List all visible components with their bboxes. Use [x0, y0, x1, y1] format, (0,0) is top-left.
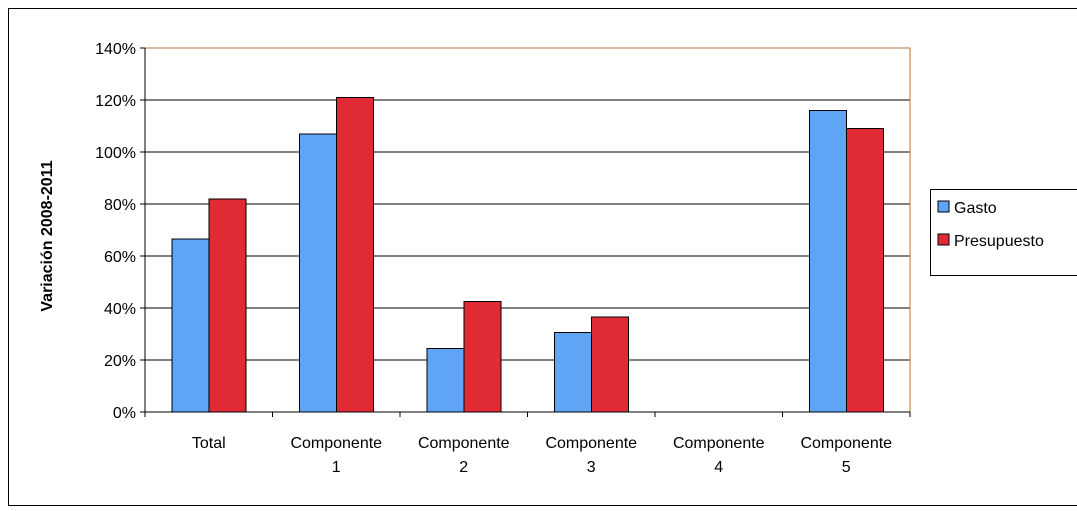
bar-gasto: [554, 333, 591, 412]
y-tick-label: 20%: [104, 353, 136, 370]
bar-presupuesto: [846, 129, 883, 412]
y-tick-label: 0%: [113, 405, 136, 422]
y-tick-label: 60%: [104, 249, 136, 266]
legend-swatch-presupuesto: [938, 234, 949, 245]
y-tick-label: 120%: [95, 93, 136, 110]
legend-label: Presupuesto: [954, 233, 1044, 250]
chart-frame: [9, 9, 1077, 506]
bar-gasto: [299, 134, 336, 412]
bar-presupuesto: [464, 302, 501, 413]
bar-presupuesto: [209, 199, 246, 412]
y-axis-title: Variación 2008-2011: [39, 160, 56, 311]
legend-swatch-gasto: [938, 201, 949, 212]
y-tick-label: 100%: [95, 145, 136, 162]
x-tick-label: Total: [192, 435, 226, 452]
bar-gasto: [427, 348, 464, 412]
y-tick-label: 140%: [95, 41, 136, 58]
y-tick-label: 40%: [104, 301, 136, 318]
bar-gasto: [809, 110, 846, 412]
bar-gasto: [172, 239, 209, 412]
y-tick-label: 80%: [104, 197, 136, 214]
bar-presupuesto: [336, 97, 373, 412]
legend: Gasto Presupuesto: [931, 190, 1077, 276]
legend-label: Gasto: [954, 200, 997, 217]
bar-presupuesto: [591, 317, 628, 412]
